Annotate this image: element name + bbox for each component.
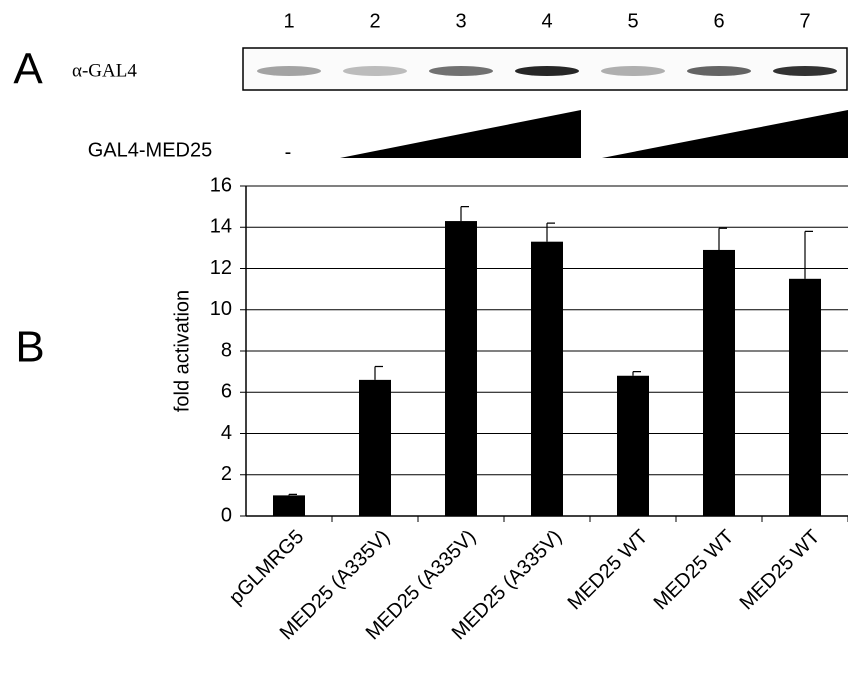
bar — [703, 250, 735, 516]
lane-number: 3 — [455, 10, 466, 32]
panel-label: A — [13, 45, 43, 94]
blot-band — [601, 66, 665, 76]
error-bar — [719, 228, 727, 250]
bar — [359, 380, 391, 516]
x-tick-label: MED25 WT — [564, 526, 653, 615]
error-bar — [547, 223, 555, 242]
bar — [445, 221, 477, 516]
bar — [273, 495, 305, 516]
y-tick-label: 8 — [221, 339, 232, 361]
y-tick-label: 10 — [210, 298, 232, 320]
x-tick-label: pGLMRG5 — [225, 526, 308, 609]
y-tick-label: 2 — [221, 463, 232, 485]
blot-band — [343, 66, 407, 76]
construct-label: GAL4-MED25 — [88, 139, 213, 161]
lane-number: 2 — [369, 10, 380, 32]
error-bar — [375, 366, 383, 379]
lane-number: 6 — [713, 10, 724, 32]
y-tick-label: 12 — [210, 257, 232, 279]
y-tick-label: 0 — [221, 504, 232, 526]
blot-band — [429, 66, 493, 76]
x-tick-label: MED25 WT — [736, 526, 825, 615]
y-tick-label: 6 — [221, 381, 232, 403]
figure: A α-GAL4 GAL4-MED25 - B fold activation … — [0, 0, 848, 681]
control-mark: - — [285, 141, 292, 163]
blot-band — [515, 66, 579, 76]
dose-wedge — [602, 110, 848, 158]
antibody-label: α-GAL4 — [72, 60, 137, 81]
bar — [617, 376, 649, 516]
lane-number: 1 — [283, 10, 294, 32]
error-bar — [461, 207, 469, 221]
y-tick-label: 16 — [210, 174, 232, 196]
y-tick-label: 4 — [221, 422, 232, 444]
error-bar — [633, 372, 641, 376]
y-axis-label: fold activation — [171, 290, 193, 412]
x-tick-label: MED25 WT — [650, 526, 739, 615]
lane-number: 4 — [541, 10, 552, 32]
blot-band — [687, 66, 751, 76]
error-bar — [805, 231, 813, 278]
blot-band — [257, 66, 321, 76]
panel-label: B — [15, 323, 44, 372]
bar — [789, 279, 821, 516]
lane-number: 7 — [799, 10, 810, 32]
dose-wedge — [340, 110, 581, 158]
bar — [531, 242, 563, 516]
y-tick-label: 14 — [210, 216, 232, 238]
lane-number: 5 — [627, 10, 638, 32]
error-bar — [289, 494, 297, 495]
blot-band — [773, 66, 837, 76]
